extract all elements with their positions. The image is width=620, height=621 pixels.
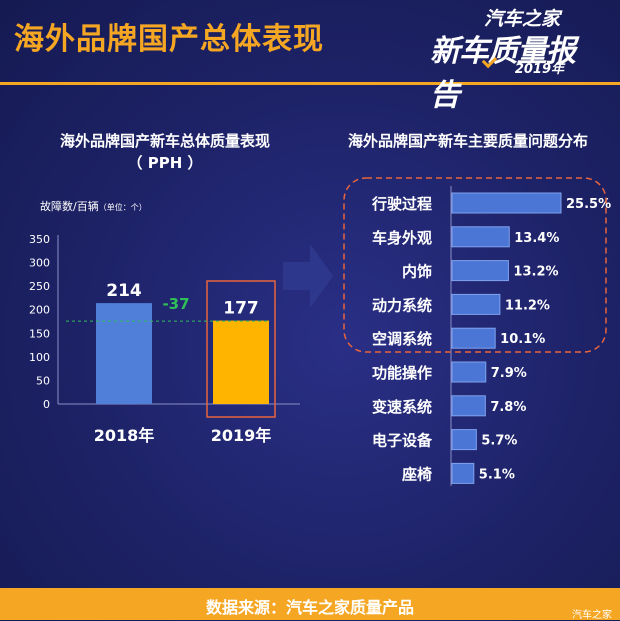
y-tick-label: 250 [29, 280, 50, 293]
brand-year: 2019年 [514, 62, 564, 77]
data-source: 数据来源：汽车之家质量产品 [205, 598, 414, 617]
y-tick-label: 50 [36, 374, 50, 387]
y-tick-label: 350 [29, 233, 50, 246]
h-bar-value-label: 13.2% [513, 265, 558, 280]
h-category-label: 动力系统 [372, 296, 432, 314]
h-category-label: 电子设备 [372, 432, 433, 450]
left-chart-title-line-1: 海外品牌国产新车总体质量表现 [59, 132, 270, 150]
h-bar [451, 260, 509, 282]
h-bar-value-label: 5.7% [481, 434, 517, 449]
left-chart-title-line-2: （ PPH ） [127, 154, 203, 172]
watermark: 汽车之家 [572, 610, 612, 621]
difference-label: -37 [162, 295, 189, 313]
page-title: 海外品牌国产总体表现 [14, 22, 324, 57]
h-bar [451, 429, 477, 451]
left-chart-title: 海外品牌国产新车总体质量表现 （ PPH ） [30, 130, 300, 174]
y-tick-label: 300 [29, 257, 50, 270]
y-tick-label: 100 [29, 351, 50, 364]
h-category-label: 车身外观 [372, 229, 432, 247]
x-tick-label: 2018年 [94, 426, 155, 445]
h-category-label: 功能操作 [372, 364, 432, 382]
h-category-label: 座椅 [401, 465, 432, 483]
h-bar [451, 395, 486, 417]
h-bar [451, 361, 487, 383]
bar-value-label: 214 [106, 281, 142, 301]
h-bar [451, 192, 562, 214]
y-axis-unit-note: （单位：个） [98, 203, 147, 212]
right-chart-title: 海外品牌国产新车主要质量问题分布 [347, 132, 588, 150]
h-bar [451, 462, 475, 484]
h-bar [451, 327, 496, 349]
h-category-label: 变速系统 [372, 398, 432, 416]
y-axis-unit: 故障数/百辆（单位：个） [40, 198, 147, 214]
h-bar-value-label: 7.8% [490, 400, 526, 415]
y-tick-label: 150 [29, 327, 50, 340]
h-bar-value-label: 13.4% [514, 231, 559, 246]
bar [96, 303, 152, 404]
h-bar [451, 226, 510, 248]
arrow-right-icon [283, 244, 333, 308]
h-category-label: 内饰 [402, 263, 432, 281]
y-tick-label: 200 [29, 304, 50, 317]
h-category-label: 行驶过程 [371, 195, 432, 213]
brand-name: 汽车之家 [483, 8, 560, 30]
h-category-label: 空调系统 [372, 330, 432, 348]
highlight-box [206, 280, 276, 418]
h-bar [451, 293, 501, 315]
h-bar-value-label: 7.9% [491, 366, 527, 381]
top-five-highlight-box [343, 177, 607, 353]
h-bar-value-label: 10.1% [500, 332, 545, 347]
y-tick-label: 0 [43, 398, 50, 411]
h-bar-value-label: 11.2% [505, 298, 550, 313]
bar-value-label: 177 [223, 299, 259, 319]
brand-report-title: 新车质量报告 [430, 34, 576, 113]
footer-bar: 数据来源：汽车之家质量产品 [0, 588, 620, 620]
h-bar-value-label: 25.5% [566, 197, 611, 212]
brand-logo: 汽车之家 新车质量报告 2019年 [430, 4, 600, 113]
header-bar: 海外品牌国产总体表现 汽车之家 新车质量报告 2019年 [0, 0, 620, 113]
y-axis-label: 故障数/百辆 [40, 200, 99, 213]
h-bar-value-label: 5.1% [479, 467, 515, 482]
x-tick-label: 2019年 [211, 426, 272, 445]
bar [213, 320, 269, 404]
